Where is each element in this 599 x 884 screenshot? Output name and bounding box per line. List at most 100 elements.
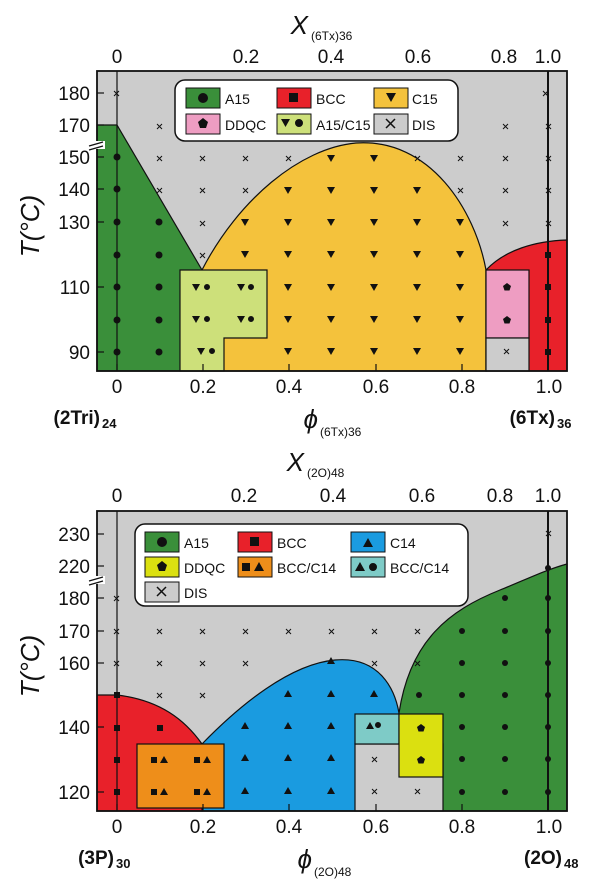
p1-mark-dis [156,123,163,130]
p2-mark-a15 [459,724,465,730]
p2-x-tickmarks [116,804,463,811]
p1-legend-label-c15: C15 [412,91,438,107]
p2-legend-label-bcc: BCC [277,535,307,551]
p1-region-c15 [201,142,487,372]
p1-x-tick-label: 0.4 [276,377,303,398]
p1-x-axis-sub: (6Tx)36 [320,425,362,439]
p2-mark-a15 [502,595,508,601]
p1-mark-dis [502,220,509,227]
p2-mark-c14 [284,722,292,729]
p2-mark-dis [156,660,163,667]
p1-y-tick-label: 180 [58,84,90,105]
p1-mark-a15c15 [192,284,210,291]
p2-legend-swatch-bcc-c14 [237,556,273,578]
p2-mark-dis [371,628,378,635]
p1-mark-c15 [413,348,421,355]
p2-legend-pentagon-icon [157,561,167,571]
p2-marks-c14 [241,657,378,794]
p2-top-tick-3: 0.6 [409,486,435,507]
p1-right-end-sub: 36 [557,416,571,431]
p1-mark-c15 [327,251,335,258]
p1-right-end-label: (6Tx) [510,408,555,429]
p1-mark-c15 [327,284,335,291]
p2-axis-break-mark [88,576,104,586]
p2-x-tick-label: 1.0 [536,817,562,838]
p2-mark-a15 [502,692,508,698]
p1-mark-a15 [155,348,163,356]
p1-mark-c15 [241,219,249,226]
p2-mark-a15 [416,692,422,698]
p2-top-ticks: 0 0.2 0.4 0.6 0.8 1.0 [112,486,562,507]
p2-legend-square-icon [250,537,259,546]
p2-y-tick-label: 180 [58,589,90,610]
p2-legend-label-a15: A15 [184,535,209,551]
p1-mark-dis [242,155,249,162]
p2-legend-label-ddqc: DDQC [184,560,225,576]
p2-mark-c14 [370,690,378,697]
p2-mark-ddqc [417,756,425,764]
p1-left-end-sub: 24 [102,416,117,431]
p2-y-tick-label: 220 [58,557,90,578]
p2-mark-dis [414,788,421,795]
p2-mark-dis [199,660,206,667]
p2-mark-bcc-c14 [194,756,211,763]
p1-mark-c15 [327,316,335,323]
p1-x-tickmarks [116,364,463,371]
p1-top-tick-0: 0 [112,47,123,68]
p2-region-bcc-c14 [136,743,225,809]
p2-legend-label-c14: C14 [390,535,416,551]
p2-mark-c14 [327,754,335,761]
p1-mark-c15 [327,187,335,194]
p1-mark-c15 [456,219,464,226]
p1-legend-triangle-down-icon [386,93,396,102]
p1-legend: A15 BCC C15 DDQC A15/C15 DIS [174,79,459,142]
p2-mark-dis [199,692,206,699]
p1-mark-c15 [413,284,421,291]
p2-mark-dis [371,756,378,763]
p1-mark-c15 [413,187,421,194]
p1-top-tick-4: 0.8 [491,47,517,68]
p1-mark-a15 [155,316,163,324]
p2-top-axis-sub: (2O)48 [307,466,345,480]
p1-mark-ddqc [503,283,511,291]
p2-y-tick-label: 170 [58,622,90,643]
p1-mark-dis [199,187,206,194]
p1-mark-dis [457,187,464,194]
p1-mark-c15 [327,219,335,226]
p2-legend-cross-icon [156,586,167,597]
p1-x-tick-label: 0.8 [449,377,475,398]
p2-mark-c14 [284,787,292,794]
p2-mark-dis [242,628,249,635]
p1-mark-c15 [284,348,292,355]
p2-mark-ddqc [417,724,425,732]
p2-mark-a15 [459,628,465,634]
p2-left-end-label: (3P) [78,848,114,869]
p2-legend-triangle-up-icon [363,538,373,547]
p2-x-axis-sub: (2O)48 [314,865,352,879]
p1-top-tick-2: 0.4 [318,47,345,68]
p2-mark-c14-a15 [366,722,381,729]
p2-top-tick-0: 0 [112,486,123,507]
p1-legend-square-icon [289,93,298,102]
p2-mark-bcc-c14 [151,788,168,795]
p1-mark-a15 [155,283,163,291]
p2-legend-triangle-hexagon-icon [355,562,377,571]
p2-axis-break [88,576,105,586]
p2-region-c14 [201,659,400,812]
p2-plot-frame [96,510,568,812]
p2-legend-label-c14-a15: BCC/C14 [390,560,449,576]
p1-mark-ddqc [503,316,511,324]
p1-top-ticks: 0 0.2 0.4 0.6 0.8 1.0 [112,47,562,68]
p1-y-tick-label: 90 [69,343,90,364]
p1-mark-a15c15 [192,316,210,323]
p1-legend-label-dis: DIS [412,117,435,133]
p2-mark-dis [371,660,378,667]
p2-mark-dis [199,628,206,635]
p2-legend-label-dis: DIS [184,585,207,601]
p2-top-tick-5: 1.0 [535,486,561,507]
p1-region-dis-pocket [485,337,530,372]
p1-left-end-label: (2Tri) [54,408,100,429]
p1-mark-c15 [370,316,378,323]
p2-mark-c14 [284,754,292,761]
